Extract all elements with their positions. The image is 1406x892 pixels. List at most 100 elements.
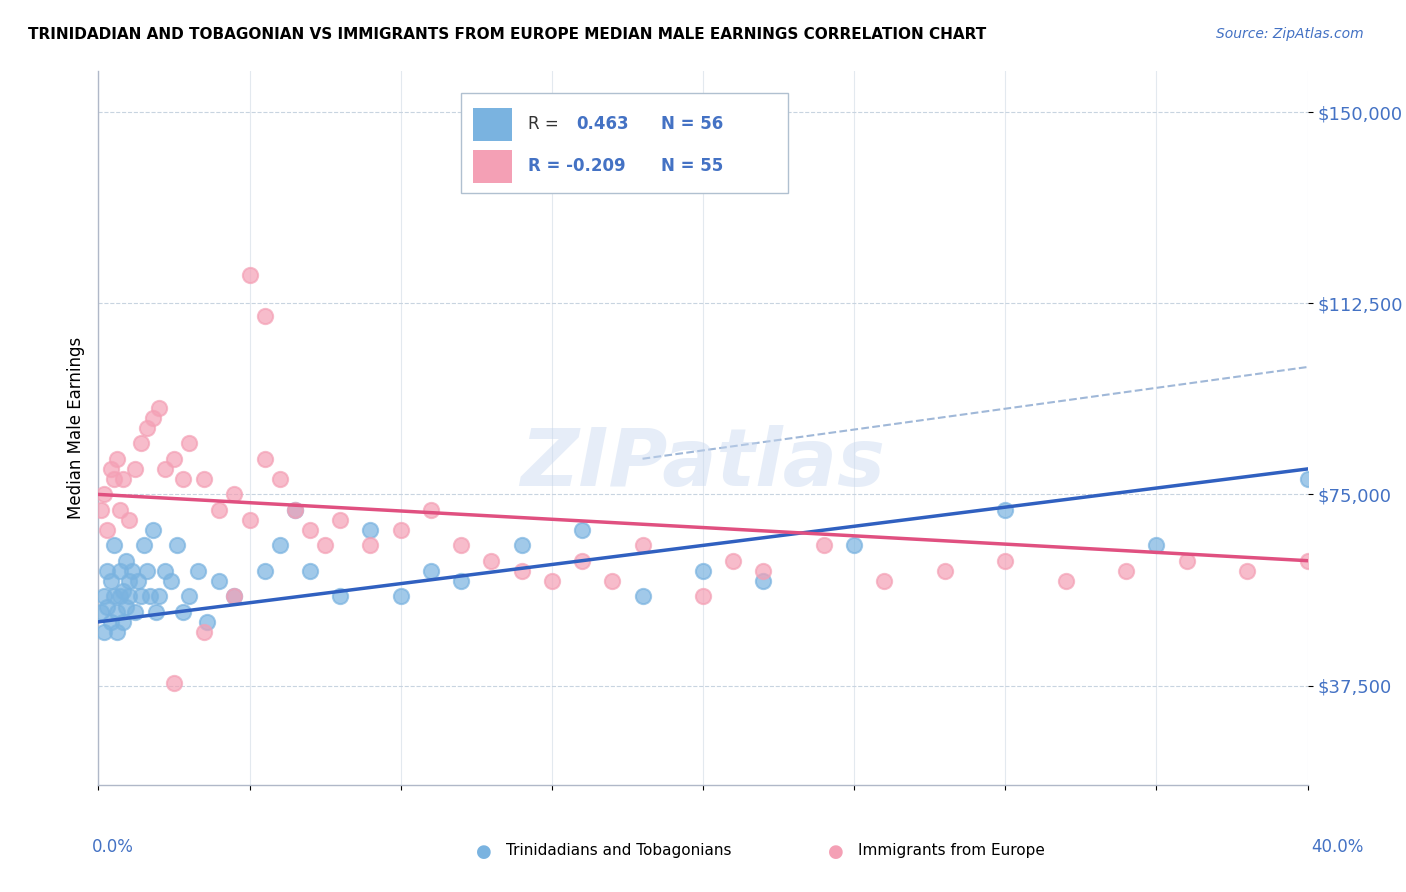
Point	[163, 676, 186, 690]
Text: 0.0%: 0.0%	[91, 838, 134, 856]
Point	[692, 564, 714, 578]
Point	[752, 564, 775, 578]
Point	[193, 625, 215, 640]
Point	[111, 584, 134, 599]
Point	[329, 590, 352, 604]
Text: TRINIDADIAN AND TOBAGONIAN VS IMMIGRANTS FROM EUROPE MEDIAN MALE EARNINGS CORREL: TRINIDADIAN AND TOBAGONIAN VS IMMIGRANTS…	[28, 27, 987, 42]
Point	[114, 554, 136, 568]
Point	[111, 472, 134, 486]
Point	[631, 590, 654, 604]
Point	[118, 574, 141, 588]
Point	[96, 523, 118, 537]
Text: Immigrants from Europe: Immigrants from Europe	[858, 843, 1045, 858]
Point	[723, 554, 745, 568]
Text: Source: ZipAtlas.com: Source: ZipAtlas.com	[1216, 27, 1364, 41]
Point	[105, 625, 128, 640]
Point	[208, 502, 231, 516]
Point	[93, 590, 115, 604]
Text: N = 56: N = 56	[661, 115, 723, 133]
Point	[253, 564, 276, 578]
Point	[1296, 472, 1319, 486]
Point	[450, 574, 472, 588]
Point	[108, 502, 131, 516]
Point	[873, 574, 896, 588]
Point	[160, 574, 183, 588]
Point	[602, 574, 624, 588]
Point	[135, 564, 157, 578]
Point	[121, 564, 143, 578]
Point	[139, 590, 162, 604]
Point	[510, 538, 533, 552]
Point	[314, 538, 336, 552]
Point	[195, 615, 218, 629]
Point	[450, 538, 472, 552]
Point	[100, 615, 122, 629]
Point	[132, 538, 155, 552]
FancyBboxPatch shape	[474, 151, 512, 183]
Point	[93, 625, 115, 640]
Point	[540, 574, 562, 588]
Point	[96, 564, 118, 578]
Point	[1296, 554, 1319, 568]
Point	[118, 590, 141, 604]
Text: 0.463: 0.463	[576, 115, 628, 133]
Point	[389, 523, 412, 537]
Point	[934, 564, 956, 578]
Point	[114, 599, 136, 614]
Point	[481, 554, 503, 568]
Point	[148, 590, 170, 604]
Point	[1175, 554, 1198, 568]
Point	[631, 538, 654, 552]
Point	[389, 590, 412, 604]
Point	[90, 605, 112, 619]
Point	[105, 605, 128, 619]
Point	[103, 538, 125, 552]
Point	[284, 502, 307, 516]
Point	[510, 564, 533, 578]
Point	[1144, 538, 1167, 552]
Text: ●: ●	[828, 843, 844, 861]
Point	[253, 309, 276, 323]
Point	[100, 574, 122, 588]
Point	[179, 436, 201, 450]
FancyBboxPatch shape	[474, 109, 512, 141]
Text: 40.0%: 40.0%	[1312, 838, 1364, 856]
Point	[299, 523, 322, 537]
Point	[166, 538, 188, 552]
Point	[299, 564, 322, 578]
Point	[108, 564, 131, 578]
FancyBboxPatch shape	[461, 93, 787, 193]
Point	[129, 436, 152, 450]
Point	[100, 462, 122, 476]
Point	[208, 574, 231, 588]
Point	[111, 615, 134, 629]
Point	[129, 590, 152, 604]
Point	[145, 605, 167, 619]
Point	[239, 268, 262, 283]
Point	[142, 523, 165, 537]
Point	[172, 605, 194, 619]
Point	[1054, 574, 1077, 588]
Point	[187, 564, 209, 578]
Point	[127, 574, 149, 588]
Point	[844, 538, 866, 552]
Point	[153, 462, 176, 476]
Point	[994, 554, 1017, 568]
Point	[103, 472, 125, 486]
Point	[571, 554, 593, 568]
Point	[360, 523, 382, 537]
Point	[172, 472, 194, 486]
Point	[329, 513, 352, 527]
Point	[224, 590, 246, 604]
Point	[420, 502, 443, 516]
Point	[752, 574, 775, 588]
Point	[135, 421, 157, 435]
Point	[571, 523, 593, 537]
Text: R =: R =	[527, 115, 558, 133]
Text: N = 55: N = 55	[661, 157, 723, 175]
Point	[994, 502, 1017, 516]
Point	[142, 411, 165, 425]
Point	[224, 487, 246, 501]
Point	[124, 462, 146, 476]
Text: R = -0.209: R = -0.209	[527, 157, 626, 175]
